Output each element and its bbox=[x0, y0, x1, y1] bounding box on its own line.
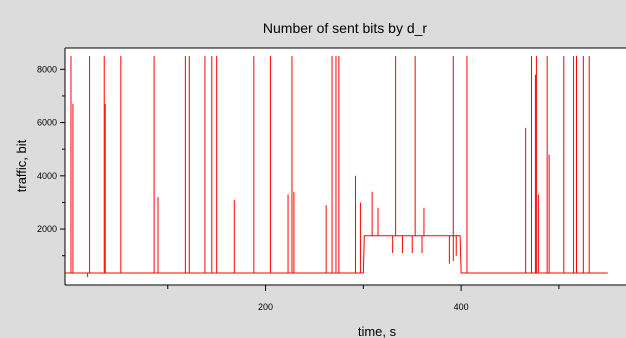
y-tick-label: 2000 bbox=[37, 224, 57, 234]
x-tick-label: 400 bbox=[454, 302, 469, 312]
x-axis-title: time, s bbox=[358, 324, 397, 338]
axis-ticks: 2000 4000 6000 8000 200 400 bbox=[37, 64, 560, 312]
plot-area bbox=[65, 48, 626, 285]
y-axis-title: traffic, bit bbox=[14, 139, 29, 192]
y-tick-label: 6000 bbox=[37, 118, 57, 128]
chart-title: Number of sent bits by d_r bbox=[263, 20, 428, 36]
series-group bbox=[65, 55, 608, 278]
x-tick-label: 200 bbox=[258, 302, 273, 312]
y-tick-label: 4000 bbox=[37, 171, 57, 181]
y-tick-label: 8000 bbox=[37, 64, 57, 74]
